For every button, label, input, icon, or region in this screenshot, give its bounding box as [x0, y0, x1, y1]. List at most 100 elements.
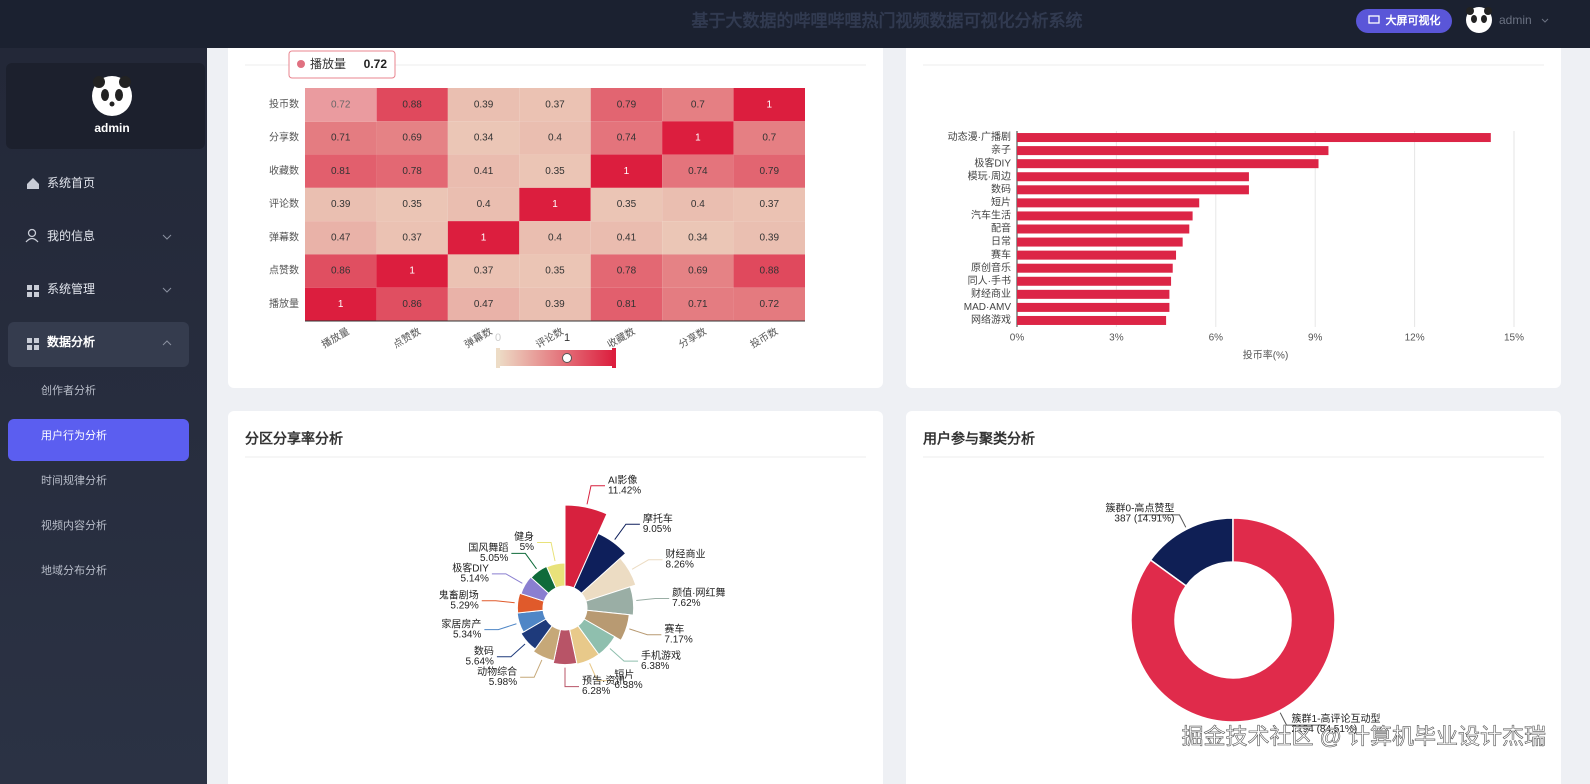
- heat-cell: [733, 287, 805, 321]
- y-tick-label: 播放量: [269, 297, 299, 310]
- cell-label: 0.71: [688, 299, 708, 310]
- heat-cell: [519, 221, 591, 255]
- y-tick-label: 汽车生活: [971, 209, 1011, 222]
- x-tick-label: 3%: [1109, 333, 1124, 344]
- submenu-item[interactable]: 用户行为分析: [41, 428, 107, 442]
- slice-value: 387 (14.91%): [1114, 513, 1174, 524]
- menu-item[interactable]: 系统首页: [47, 176, 95, 190]
- heat-cell: [305, 154, 377, 188]
- heat-cell: [376, 88, 448, 122]
- cell-label: 1: [409, 266, 415, 277]
- tooltip-value: 0.72: [364, 57, 388, 71]
- visual-map-min: 0: [495, 332, 501, 344]
- header-user[interactable]: admin: [1499, 13, 1532, 27]
- cell-label: 0.47: [331, 232, 351, 243]
- bigscreen-button[interactable]: [1356, 9, 1452, 33]
- cell-label: 0.35: [545, 266, 565, 277]
- heat-cell: [447, 254, 520, 288]
- leader-line: [484, 623, 517, 631]
- slice-value: 9.05%: [643, 524, 671, 535]
- header-avatar[interactable]: [1466, 7, 1492, 33]
- leader-line: [491, 573, 523, 584]
- y-tick-label: 分享数: [269, 131, 299, 144]
- submenu-item[interactable]: 时间规律分析: [41, 473, 107, 487]
- heat-cell: [733, 254, 805, 288]
- cell-label: 0.4: [548, 232, 562, 243]
- heat-cell: [519, 154, 591, 188]
- header-title: 基于大数据的哔哩哔哩热门视频数据可视化分析系统: [691, 10, 1083, 30]
- slice-label: 极客DIY: [452, 562, 489, 575]
- bar: [1017, 250, 1177, 260]
- x-tick-label: 6%: [1209, 333, 1224, 344]
- cell-label: 0.88: [760, 266, 780, 277]
- cell-label: 0.37: [402, 232, 422, 243]
- heat-cell: [733, 121, 805, 155]
- submenu-item[interactable]: 视频内容分析: [41, 518, 107, 532]
- cell-label: 0.86: [402, 299, 422, 310]
- menu-icon: [27, 338, 39, 350]
- heat-cell: [376, 287, 448, 321]
- cell-label: 1: [624, 166, 630, 177]
- y-tick-label: 动态漫·广播剧: [948, 130, 1011, 143]
- cell-label: 0.79: [617, 99, 637, 110]
- slice-label: 数码: [474, 644, 494, 657]
- submenu-item[interactable]: 地域分布分析: [41, 563, 107, 577]
- bar: [1017, 315, 1167, 325]
- slice-label: 簇群1-高评论互动型: [1292, 712, 1381, 725]
- cell-label: 0.86: [331, 266, 351, 277]
- visual-map-handle: [496, 348, 500, 368]
- cell-label: 0.4: [548, 133, 562, 144]
- menu-icon: [27, 178, 39, 189]
- menu-item[interactable]: 数据分析: [47, 334, 95, 349]
- menu-icon: [27, 228, 37, 238]
- y-tick-label: 收藏数: [269, 164, 299, 177]
- slice-value: 8.26%: [666, 559, 694, 570]
- cell-label: 1: [481, 232, 487, 243]
- heat-cell: [590, 254, 663, 288]
- menu-item[interactable]: 我的信息: [47, 228, 95, 243]
- cell-label: 0.35: [402, 199, 422, 210]
- heat-cell: [590, 221, 663, 255]
- cell-label: 0.34: [474, 133, 494, 144]
- heat-cell: [447, 287, 520, 321]
- menu-icon: [25, 237, 39, 243]
- menu-item[interactable]: 系统管理: [47, 281, 95, 296]
- button-label[interactable]: 大屏可视化: [1386, 13, 1441, 27]
- slice-value: 5.34%: [453, 629, 481, 640]
- heat-cell: [662, 254, 734, 288]
- heat-cell: [590, 187, 663, 222]
- bar: [1017, 198, 1200, 208]
- menu-arrow: [162, 287, 172, 293]
- slice-label: 颜值·网红舞: [672, 586, 725, 599]
- heat-cell: [519, 187, 591, 222]
- bar: [1017, 146, 1329, 156]
- heat-cell: [519, 254, 591, 288]
- heat-cell: [662, 121, 734, 155]
- user-caret: [1541, 18, 1549, 23]
- slice-value: 7.62%: [672, 598, 700, 609]
- menu-arrow: [162, 234, 172, 240]
- heat-cell: [590, 121, 663, 155]
- bar: [1017, 172, 1249, 182]
- submenu-item[interactable]: 创作者分析: [41, 383, 96, 397]
- y-tick-label: 模玩·周边: [968, 170, 1011, 182]
- charts: 投币数分享数收藏数评论数弹幕数点赞数播放量播放量 点赞数 弹幕数 评论数 收藏数 分享数投…: [269, 50, 1524, 735]
- tooltip: [288, 50, 396, 79]
- cell-label: 0.4: [691, 199, 705, 210]
- bar: [1017, 289, 1170, 299]
- cell-label: 0.88: [402, 99, 422, 110]
- slice-value: 11.42%: [608, 485, 641, 496]
- heat-cell: [376, 187, 448, 222]
- heat-cell: [447, 154, 520, 188]
- heat-cell: [519, 121, 591, 155]
- slice-value: 5.98%: [489, 677, 517, 688]
- heat-cell: [376, 254, 448, 288]
- cell-label: 0.37: [760, 199, 780, 210]
- cell-label: 0.37: [474, 266, 494, 277]
- bar: [1017, 276, 1172, 286]
- leader-line: [520, 659, 543, 678]
- heat-cell: [733, 221, 805, 255]
- leader-line: [614, 523, 640, 540]
- menu-icon: [27, 285, 39, 297]
